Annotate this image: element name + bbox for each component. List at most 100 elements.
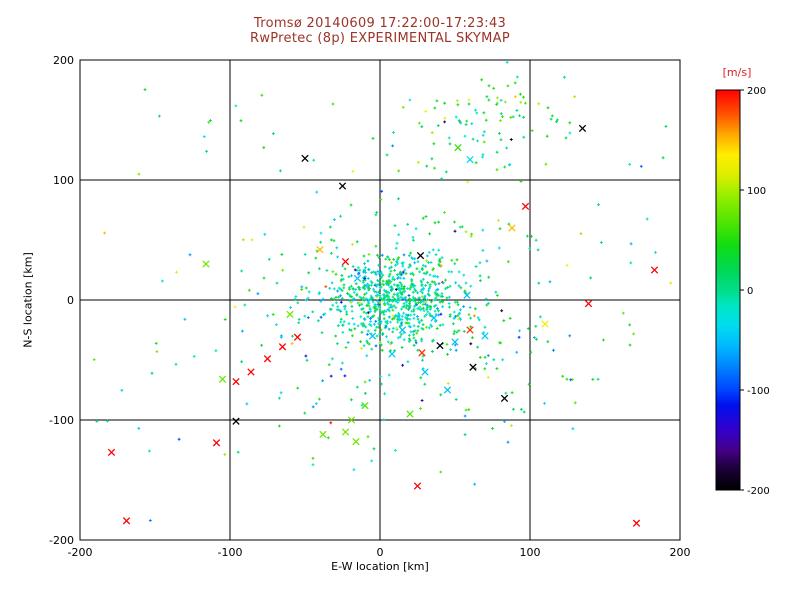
scatter-point: [350, 398, 353, 402]
scatter-point: [291, 334, 294, 338]
scatter-point: [462, 305, 465, 308]
scatter-point: [476, 139, 479, 143]
scatter-point: [289, 306, 292, 309]
scatter-point: [393, 297, 396, 301]
scatter-point: [434, 296, 438, 300]
scatter-point: [439, 470, 443, 474]
scatter-point: [370, 347, 374, 351]
scatter-point: [423, 296, 426, 300]
scatter-point: [365, 297, 368, 301]
scatter-point: [372, 270, 376, 274]
scatter-point: [442, 281, 445, 285]
scatter-point: [382, 313, 386, 316]
scatter-point: [494, 290, 498, 294]
scatter-point: [448, 295, 451, 299]
scatter-point: [354, 282, 358, 286]
scatter-point: [311, 310, 315, 314]
scatter-point: [454, 314, 457, 318]
scatter-point: [420, 307, 423, 311]
scatter-point: [412, 344, 416, 347]
x-marker: [584, 299, 593, 308]
scatter-point: [334, 272, 338, 276]
scatter-point: [474, 265, 478, 268]
scatter-point: [453, 316, 456, 320]
scatter-point: [137, 172, 141, 176]
scatter-point: [421, 216, 425, 220]
scatter-point: [428, 312, 432, 316]
scatter-point: [453, 329, 456, 333]
colorbar-tick-label: 200: [747, 86, 766, 97]
scatter-point: [385, 335, 388, 339]
scatter-point: [305, 358, 309, 362]
scatter-point: [430, 157, 434, 161]
scatter-point: [369, 324, 373, 328]
scatter-point: [443, 101, 446, 105]
scatter-point: [556, 118, 559, 122]
scatter-point: [530, 234, 533, 238]
scatter-point: [386, 298, 390, 302]
scatter-point: [420, 319, 424, 322]
scatter-point: [483, 367, 487, 371]
scatter-point: [422, 306, 425, 310]
scatter-point: [628, 163, 632, 166]
scatter-point: [368, 306, 372, 310]
scatter-point: [426, 298, 429, 302]
scatter-point: [453, 229, 457, 233]
scatter-point: [395, 260, 398, 263]
scatter-point: [422, 309, 426, 313]
scatter-point: [359, 315, 363, 319]
scatter-point: [425, 164, 429, 168]
scatter-point: [400, 314, 404, 318]
scatter-point: [374, 213, 378, 217]
scatter-point: [380, 253, 384, 257]
scatter-point: [447, 136, 451, 140]
scatter-point: [433, 106, 437, 110]
scatter-point: [418, 270, 421, 274]
scatter-point: [485, 259, 489, 263]
scatter-point: [468, 306, 472, 309]
x-marker: [430, 314, 438, 322]
scatter-point: [321, 379, 324, 383]
scatter-point: [457, 317, 460, 321]
scatter-point: [526, 234, 529, 238]
scatter-point: [366, 333, 369, 336]
scatter-point: [639, 165, 643, 168]
scatter-point: [379, 328, 383, 332]
scatter-point: [446, 382, 450, 385]
scatter-point: [420, 288, 424, 292]
scatter-point: [508, 317, 512, 320]
scatter-point: [369, 320, 373, 323]
scatter-point: [408, 287, 412, 291]
scatter-point: [362, 310, 366, 314]
scatter-point: [448, 284, 452, 288]
scatter-point: [511, 115, 515, 119]
scatter-point: [379, 375, 382, 378]
scatter-point: [352, 322, 356, 326]
scatter-point: [387, 315, 391, 319]
scatter-point: [483, 325, 487, 329]
scatter-point: [414, 302, 418, 305]
scatter-point: [544, 162, 548, 166]
scatter-point: [365, 339, 369, 343]
scatter-point: [103, 231, 106, 235]
scatter-point: [505, 146, 508, 150]
scatter-point: [346, 341, 350, 344]
x-marker: [454, 143, 462, 152]
scatter-point: [294, 295, 298, 298]
scatter-point: [349, 284, 353, 288]
scatter-point: [402, 304, 406, 308]
scatter-point: [188, 253, 192, 257]
scatter-point: [503, 165, 507, 169]
scatter-point: [352, 297, 356, 300]
scatter-point: [329, 374, 333, 378]
scatter-point: [243, 303, 247, 307]
scatter-point: [401, 105, 405, 109]
scatter-point: [336, 255, 339, 259]
scatter-point: [318, 397, 321, 401]
scatter-point: [661, 156, 665, 160]
x-marker: [632, 519, 641, 527]
scatter-point: [364, 266, 367, 270]
scatter-point: [565, 264, 569, 267]
scatter-point: [602, 338, 605, 342]
scatter-point: [154, 342, 158, 345]
